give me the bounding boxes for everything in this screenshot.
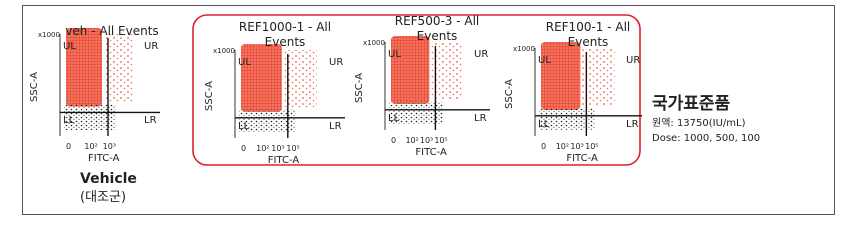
x-tick-label: 10² — [84, 142, 98, 151]
x-axis-label: FITC-A — [566, 153, 598, 164]
x-tick-label: 10³ — [570, 142, 584, 151]
y-axis-label: SSC-A — [28, 72, 40, 102]
event-cloud-sparse — [283, 50, 317, 108]
vehicle-sublabel: (대조군) — [80, 190, 127, 205]
x-tick-label: 10⁵ — [585, 142, 599, 151]
quadrant-label: LR — [626, 118, 639, 130]
scale-label: x1000 — [213, 47, 235, 55]
y-axis-label: SSC-A — [503, 79, 515, 109]
panel-title: REF1000-1 - All Events — [238, 20, 332, 49]
event-cloud-dense — [391, 36, 430, 104]
panel-title: veh - All Events — [65, 24, 159, 38]
quadrant-label: LL — [238, 120, 250, 132]
quadrant-label: LL — [63, 115, 75, 127]
x-tick-label: 10⁵ — [434, 136, 448, 145]
event-cloud-dense — [66, 28, 102, 107]
event-cloud-sparse — [582, 48, 615, 106]
x-tick-label: 0 — [541, 142, 547, 151]
reference-stock: 원액: 13750(IU/mL) — [652, 118, 746, 129]
reference-title: 국가표준품 — [652, 94, 731, 114]
y-axis-label: SSC-A — [353, 73, 365, 103]
quadrant-label: LL — [388, 112, 400, 124]
x-axis-label: FITC-A — [415, 147, 447, 158]
quadrant-label: UL — [63, 41, 76, 52]
x-tick-label: 10² — [555, 142, 570, 151]
outer-border — [22, 5, 835, 215]
scale-label: x1000 — [38, 31, 60, 39]
x-tick-label: 0 — [241, 144, 247, 153]
quadrant-label: UR — [626, 55, 641, 66]
x-tick-label: 10² — [256, 144, 270, 153]
scale-label: x1000 — [363, 39, 385, 47]
x-tick-label: 0 — [66, 142, 72, 151]
x-tick-label: 10³ — [271, 144, 285, 153]
reference-dose: Dose: 1000, 500, 100 — [652, 133, 761, 144]
event-cloud-low — [539, 107, 595, 130]
event-cloud-sparse — [431, 42, 463, 100]
reference-box — [192, 14, 641, 166]
x-tick-label: 10³ — [102, 142, 117, 151]
event-cloud-dense — [541, 42, 581, 110]
quadrant-label: UL — [388, 49, 401, 60]
x-tick-label: 10² — [405, 136, 419, 145]
quadrant-label: UR — [144, 41, 159, 52]
event-cloud-low — [239, 109, 296, 132]
event-cloud-sparse — [104, 34, 134, 103]
y-axis-label: SSC-A — [203, 81, 215, 111]
quadrant-label: LR — [329, 120, 342, 132]
x-tick-label: 10⁵ — [286, 144, 300, 153]
x-axis-label: FITC-A — [267, 155, 300, 166]
event-cloud-dense — [241, 44, 282, 112]
x-axis-label: FITC-A — [88, 153, 120, 164]
panel-title: REF100-1 - All Events — [545, 20, 631, 49]
panel-title: REF500-3 - All Events — [394, 14, 480, 43]
quadrant-label: LR — [474, 112, 487, 124]
quadrant-label: UL — [538, 55, 551, 66]
figure-graphics — [22, 5, 835, 215]
vehicle-label: Vehicle — [80, 171, 137, 187]
event-cloud-low — [389, 101, 444, 124]
quadrant-label: UR — [474, 49, 489, 60]
figure: veh - All Events x1000 SSC-A UL UR LL LR 0 10² 10… — [22, 5, 835, 215]
quadrant-label: UL — [238, 57, 251, 68]
x-tick-label: 10³ — [419, 136, 434, 145]
quadrant-label: UR — [329, 57, 344, 68]
x-tick-label: 0 — [391, 136, 397, 145]
scale-label: x1000 — [513, 45, 535, 53]
quadrant-label: LL — [538, 118, 550, 130]
quadrant-label: LR — [144, 115, 157, 127]
